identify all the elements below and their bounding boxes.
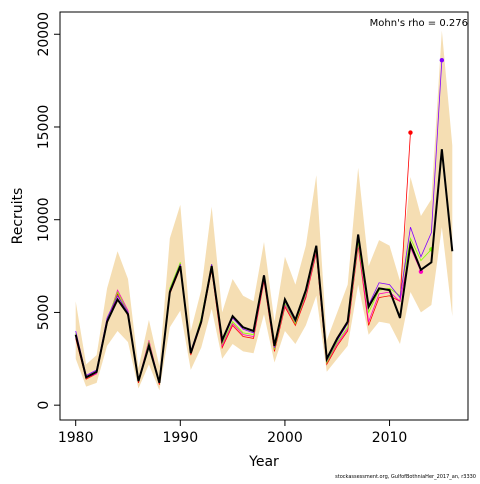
y-tick-label: 15000 bbox=[36, 105, 52, 150]
retro-endpoint bbox=[418, 269, 424, 274]
x-tick-label: 2010 bbox=[372, 430, 408, 446]
x-axis-label: Year bbox=[248, 454, 279, 470]
y-tick-label: 10000 bbox=[36, 197, 52, 242]
reference-line bbox=[74, 149, 454, 384]
y-tick-label: 5000 bbox=[36, 295, 52, 331]
y-tick-label: 0 bbox=[36, 401, 52, 410]
x-tick-label: 1980 bbox=[58, 430, 94, 446]
retro-endpoint bbox=[439, 58, 445, 63]
plot-area bbox=[74, 30, 454, 391]
plot-frame bbox=[59, 11, 469, 421]
y-tick-label: 20000 bbox=[36, 12, 52, 57]
footer: stockassessment.org, GulfofBothniaHer_20… bbox=[335, 474, 476, 480]
x-tick-label: 1990 bbox=[162, 430, 198, 446]
y-axis-label: Recruits bbox=[10, 188, 26, 245]
retro-endpoint bbox=[408, 130, 413, 135]
annotation: Mohn's rho = 0.276 bbox=[370, 18, 468, 29]
x-tick-label: 2000 bbox=[267, 430, 303, 446]
